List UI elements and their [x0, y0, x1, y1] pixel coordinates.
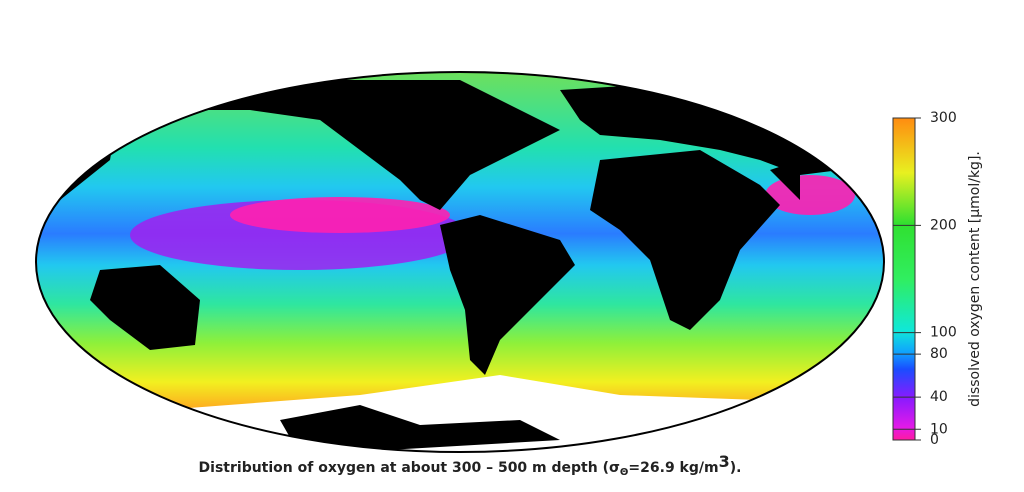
caption: Distribution of oxygen at about 300 – 50… — [199, 452, 742, 478]
colorbar-label: dissolved oxygen content [µmol/kg]. — [967, 151, 983, 407]
colorbar-tick-label: 10 — [930, 421, 948, 437]
colorbar-gradient — [892, 117, 916, 441]
colorbar-tick-label: 100 — [930, 325, 957, 341]
colorbar-tick-label: 0 — [930, 432, 939, 448]
colorbar-tick-label: 200 — [930, 217, 957, 233]
caption-text: Distribution of oxygen at about 300 – 50… — [199, 460, 620, 476]
caption-superscript: 3 — [719, 452, 730, 471]
colorbar-tick-label: 40 — [930, 389, 948, 405]
colorbar: 010 40 80 100 200 300 — [892, 110, 957, 448]
caption-tail: ). — [730, 460, 742, 476]
caption-subscript: Θ — [620, 467, 629, 478]
caption-text2: =26.9 kg/m — [628, 460, 718, 476]
colorbar-tick-label: 300 — [930, 110, 957, 126]
colorbar-tick-label: 80 — [930, 346, 948, 362]
map-outline — [35, 71, 885, 453]
